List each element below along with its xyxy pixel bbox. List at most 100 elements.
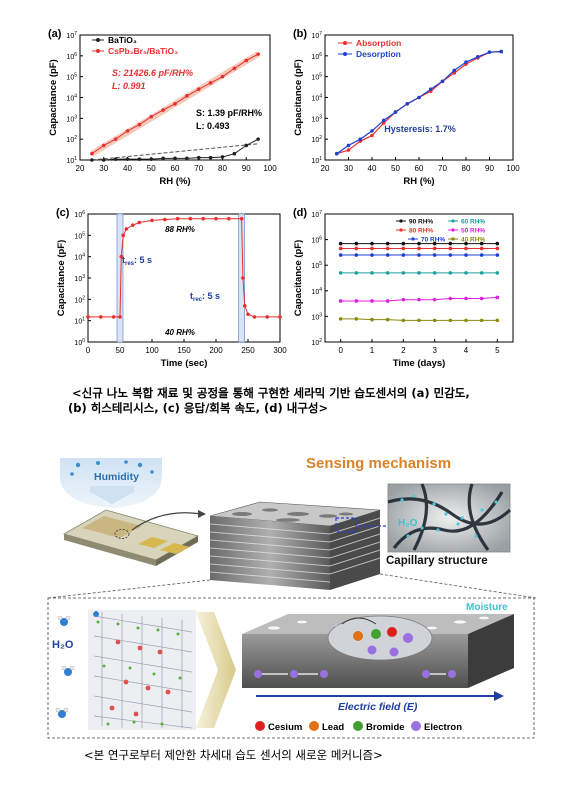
data-point: [354, 241, 359, 246]
tick-label: 103: [311, 114, 322, 123]
x-tick-label: 90: [242, 164, 251, 173]
tick-label: 107: [311, 31, 322, 40]
data-point: [163, 217, 167, 222]
data-point: [393, 110, 398, 114]
data-point: [185, 94, 189, 98]
tick-label: 103: [66, 114, 77, 123]
data-point: [370, 133, 374, 138]
data-point: [246, 312, 250, 317]
capillary-inset: H₂O: [387, 483, 512, 553]
data-point: [448, 253, 453, 257]
legend-label: CsPb₂Br₅/BaTiO₃: [108, 46, 178, 56]
x-tick-label: 70: [438, 164, 447, 173]
data-point: [479, 241, 484, 246]
data-point: [338, 299, 343, 303]
data-point: [432, 246, 437, 251]
h2o-label: H₂O: [52, 639, 74, 651]
data-point: [448, 318, 453, 323]
data-point: [220, 74, 225, 79]
legend-marker: [343, 52, 347, 56]
data-point: [119, 254, 124, 259]
data-point: [99, 315, 103, 319]
data-point: [464, 318, 468, 323]
conduction-slab: [242, 614, 514, 688]
data-point: [196, 87, 201, 92]
data-point: [464, 253, 468, 257]
annotation: 88 RH%: [165, 225, 195, 234]
perovskite-crystal: [88, 610, 196, 730]
x-tick-label: 60: [171, 164, 180, 173]
data-point: [173, 156, 177, 161]
data-point: [432, 241, 437, 246]
response-time-label: tres: 5 s: [122, 255, 152, 267]
legend-label: 40 RH%: [461, 237, 485, 244]
x-axis-label: Time (sec): [161, 358, 208, 369]
data-point: [401, 318, 406, 323]
data-point: [338, 246, 343, 251]
annotation: S: 21426.6 pF/RH%: [112, 68, 193, 78]
callout-lines: [47, 573, 537, 599]
data-point: [256, 137, 260, 141]
data-point: [370, 271, 374, 275]
x-axis-label: Time (days): [393, 358, 446, 369]
data-point: [124, 227, 129, 231]
data-point: [432, 318, 437, 323]
x-tick-label: 80: [218, 164, 227, 173]
data-point: [479, 253, 484, 257]
sensor-device: [62, 509, 206, 566]
fit-line: [91, 143, 259, 161]
x-tick-label: 40: [123, 164, 132, 173]
data-point: [265, 315, 270, 319]
x-tick-label: 1: [370, 346, 375, 355]
legend-label: 70 RH%: [421, 237, 445, 244]
tick-label: 105: [74, 231, 85, 240]
data-point: [499, 49, 504, 54]
x-tick-label: 20: [321, 164, 330, 173]
electric-field-label: Electric field (E): [338, 701, 418, 713]
x-tick-label: 90: [485, 164, 494, 173]
panel-label: (c): [56, 207, 70, 219]
data-point: [173, 101, 177, 106]
data-point: [334, 151, 339, 156]
x-axis-label: RH (%): [403, 176, 434, 187]
data-point: [479, 296, 484, 301]
data-point: [113, 137, 118, 141]
legend-label: Absorption: [356, 38, 401, 48]
tick-label: 106: [66, 52, 77, 61]
tick-label: 102: [66, 135, 77, 144]
tick-label: 105: [311, 73, 322, 82]
data-point: [208, 81, 213, 85]
data-point: [118, 315, 122, 319]
data-point: [495, 241, 500, 246]
data-point: [338, 271, 343, 275]
tick-label: 104: [66, 94, 77, 103]
data-point: [401, 297, 406, 302]
tick-label: 105: [311, 261, 322, 270]
data-point: [448, 271, 453, 275]
data-point: [448, 246, 453, 251]
x-tick-label: 3: [432, 346, 437, 355]
data-point: [495, 253, 500, 257]
data-point: [495, 318, 500, 323]
data-point: [464, 296, 468, 301]
data-point: [201, 216, 205, 221]
legend-marker: [96, 49, 100, 53]
tick-label: 101: [66, 156, 77, 165]
data-point: [370, 253, 374, 257]
data-point: [475, 54, 480, 59]
humidity-label: Humidity: [94, 471, 139, 483]
data-point: [214, 216, 218, 221]
data-point: [188, 216, 193, 221]
x-tick-label: 50: [147, 164, 156, 173]
data-point: [101, 143, 106, 148]
data-point: [401, 246, 406, 251]
tick-label: 106: [311, 52, 322, 61]
moisture-label: Moisture: [466, 602, 508, 613]
data-point: [125, 157, 130, 161]
data-point: [232, 66, 237, 71]
legend-electron: Electron: [424, 722, 462, 733]
data-point: [452, 71, 457, 75]
data-point: [464, 60, 468, 64]
annotation: Hysteresis: 1.7%: [384, 124, 456, 134]
legend-label: 60 RH%: [461, 219, 485, 226]
